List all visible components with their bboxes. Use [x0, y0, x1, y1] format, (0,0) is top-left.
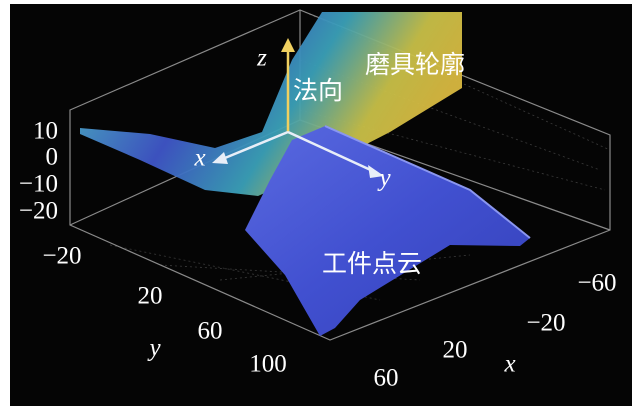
normal-axis-label: z	[256, 45, 267, 72]
z-tick-label: −10	[19, 171, 58, 198]
y-tick-label: 20	[138, 283, 163, 310]
tool-label: 磨具轮廓	[365, 50, 465, 79]
tool-surface	[80, 12, 462, 196]
frame-x-label: x	[193, 145, 205, 172]
workpiece-ridge	[324, 125, 531, 239]
normal-label: 法向	[293, 76, 343, 105]
y-tick-label: −20	[42, 243, 81, 270]
y-tick-label: 60	[198, 318, 223, 345]
x-tick-label: −20	[526, 310, 565, 337]
x-tick-label: 60	[374, 365, 399, 392]
x-axis-label: x	[503, 351, 515, 378]
z-tick-label: 0	[46, 144, 59, 171]
x-tick-label: 20	[443, 337, 468, 364]
frame-y-label: y	[376, 165, 391, 192]
workpiece-label: 工件点云	[322, 249, 422, 278]
y-tick-label: 100	[249, 351, 287, 378]
x-tick-label: −60	[577, 270, 616, 297]
z-tick-label: 10	[33, 118, 58, 145]
workpiece-surface	[245, 126, 530, 336]
y-axis-label: y	[146, 335, 161, 362]
z-tick-label: −20	[19, 198, 58, 225]
frame-arrows	[212, 38, 384, 178]
